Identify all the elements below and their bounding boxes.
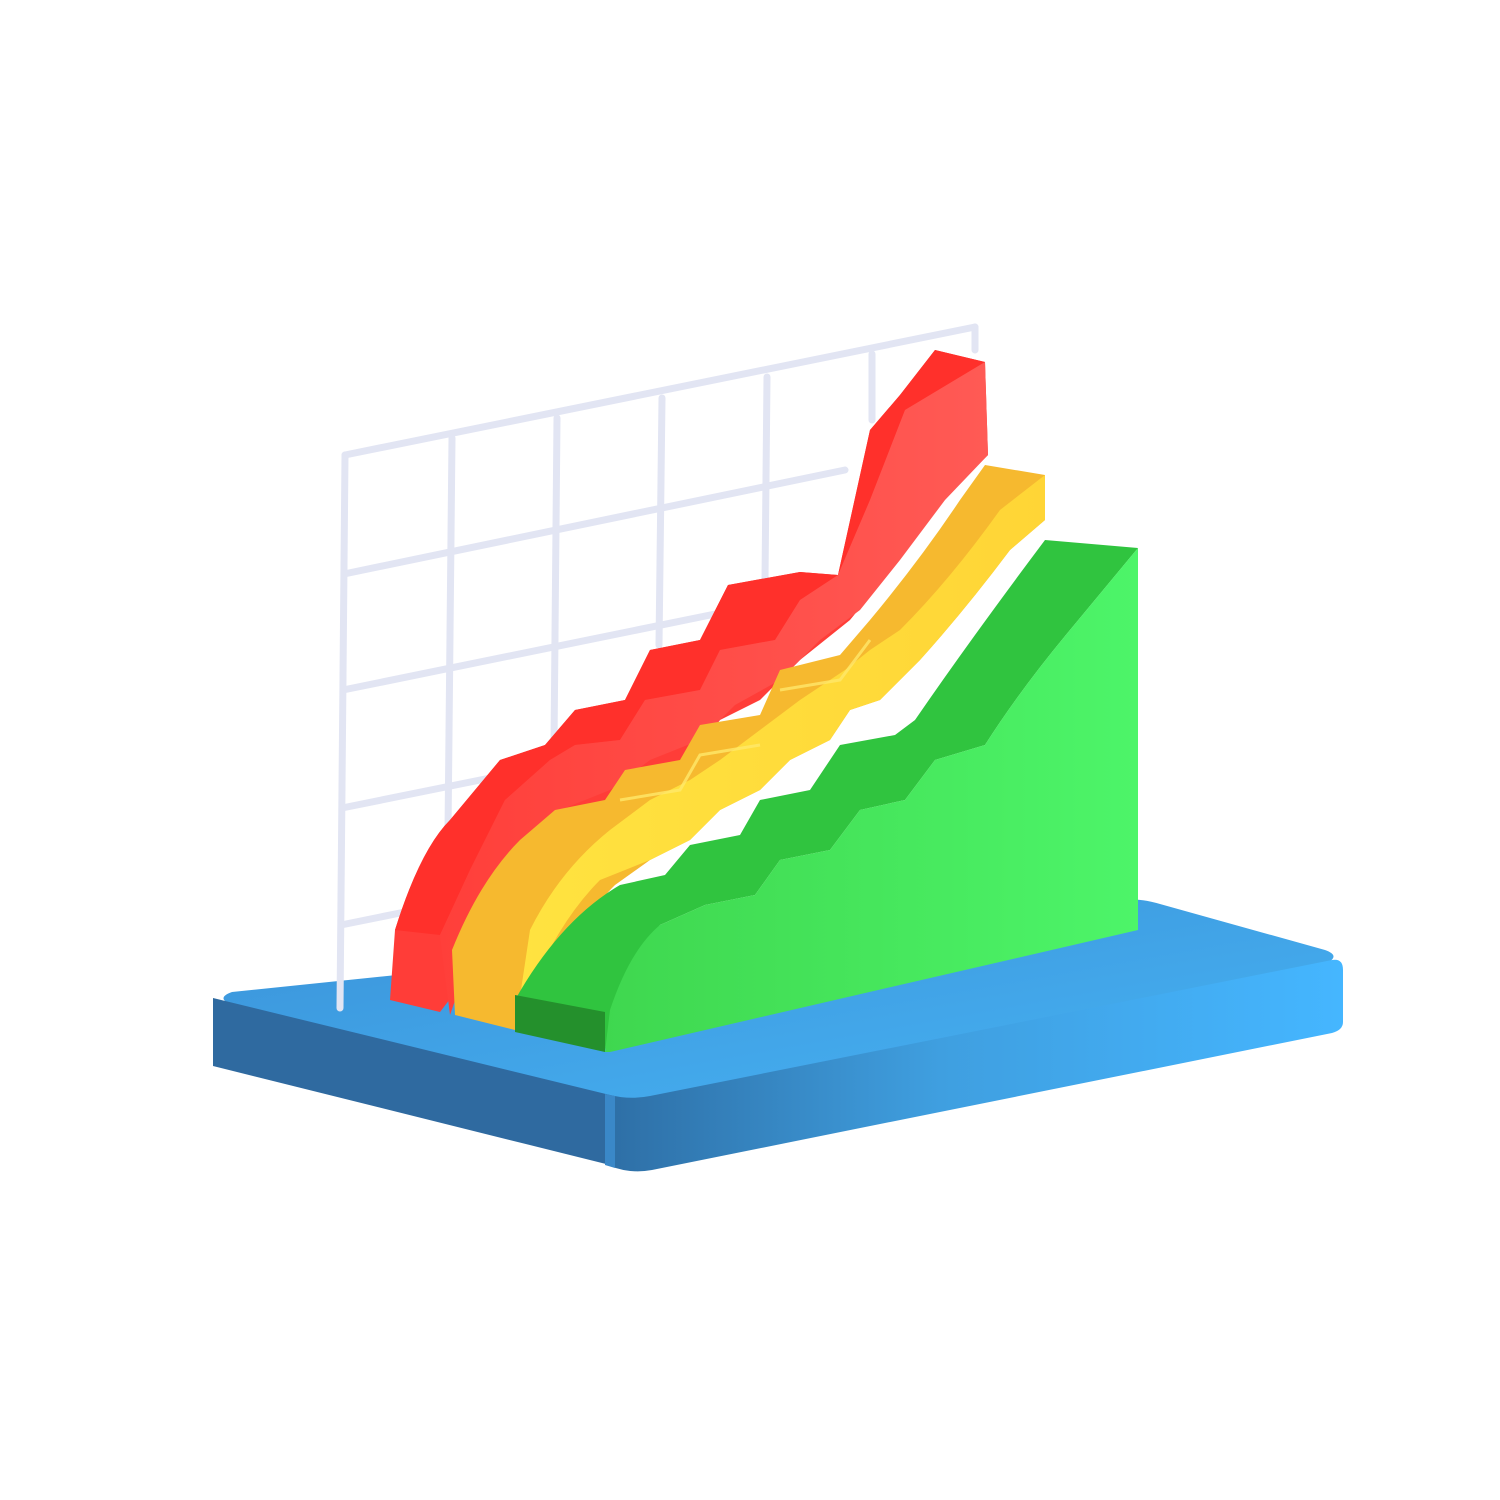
grid-line: [341, 323, 979, 459]
green-layer: [515, 540, 1138, 1052]
grid-line: [339, 608, 729, 694]
grid-line: [761, 373, 771, 584]
grid-line: [336, 451, 349, 1012]
grid-line: [338, 771, 509, 812]
grid-line: [655, 394, 666, 649]
grid-line: [337, 908, 409, 929]
step-highlight: [619, 743, 761, 802]
base-plate-left-face: [213, 998, 610, 1165]
step-highlight: [779, 639, 872, 692]
base-plate-corner-edge: [605, 1094, 615, 1168]
green-layer-front: [605, 548, 1138, 1052]
step-highlights: [619, 639, 872, 802]
yellow-layer-front: [515, 475, 1045, 1030]
green-layer-bottom-edge: [515, 995, 605, 1052]
base-plate-right-face: [610, 959, 1343, 1172]
grid-panel: [336, 323, 979, 1012]
grid-line: [340, 466, 849, 578]
green-layer-shade: [515, 540, 1138, 1050]
grid-line: [550, 414, 561, 749]
red-layer-top: [395, 350, 985, 935]
red-layer-front: [440, 362, 988, 1015]
